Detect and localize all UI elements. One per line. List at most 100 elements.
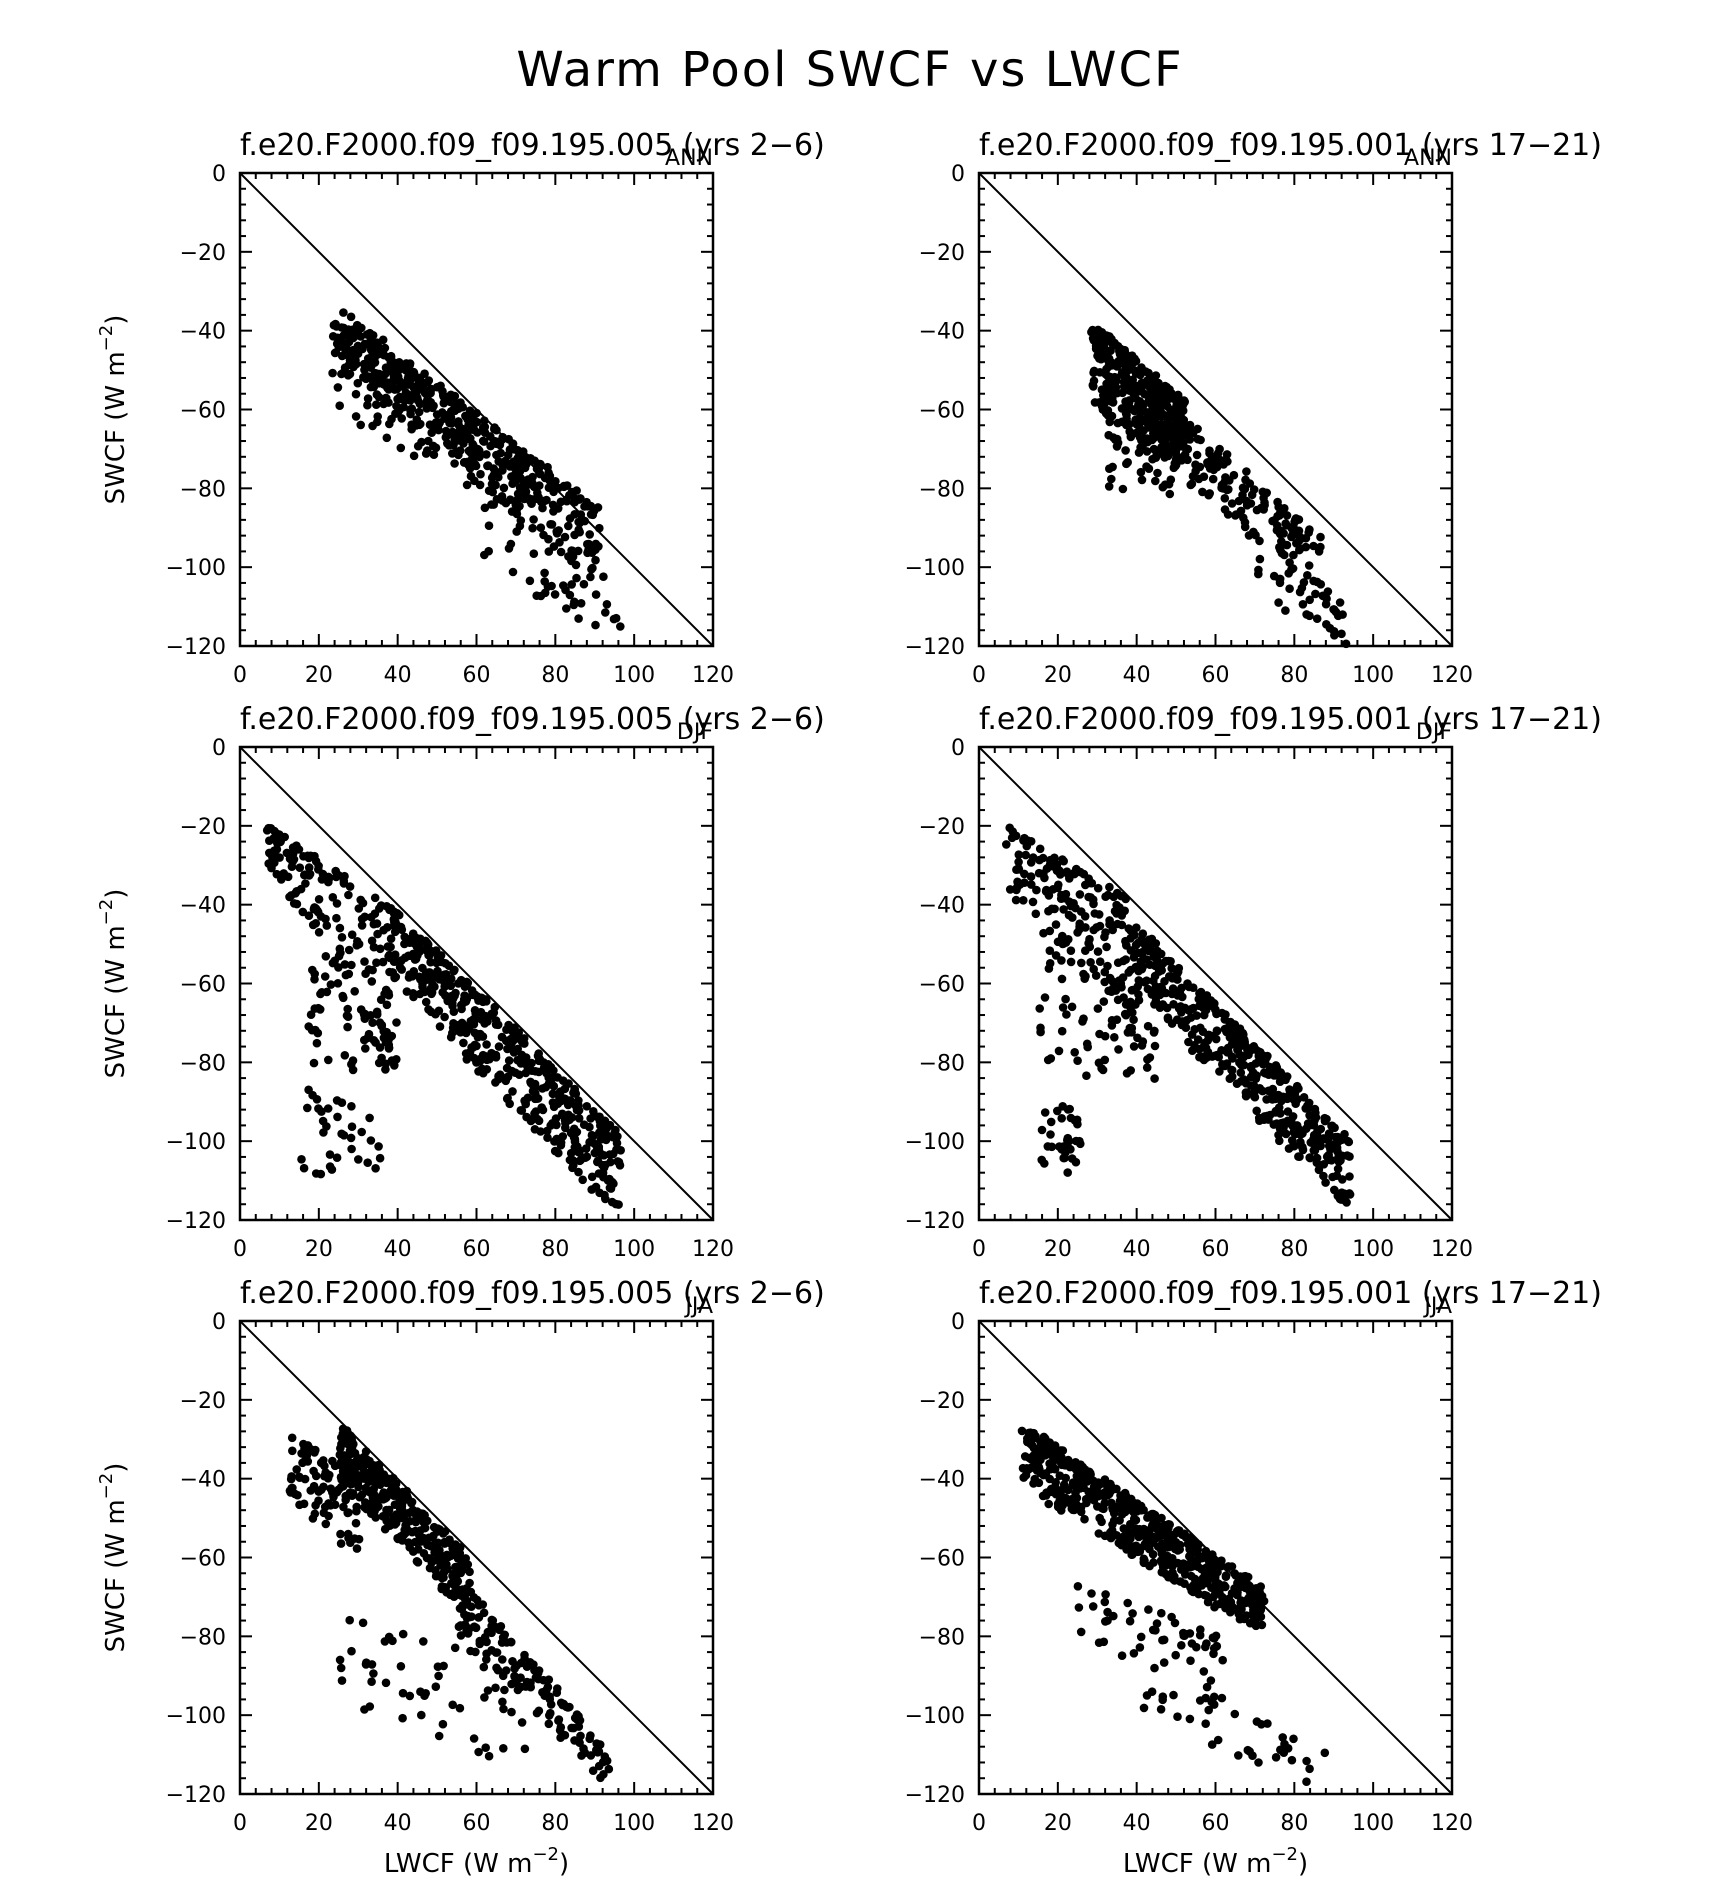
data-point [500, 1685, 509, 1695]
data-point [1311, 589, 1320, 599]
data-point [1157, 1546, 1166, 1555]
data-point [1056, 1506, 1066, 1515]
data-point [354, 939, 364, 949]
data-point [459, 1557, 469, 1566]
data-point [432, 1555, 442, 1565]
data-point [1031, 909, 1041, 919]
data-point [557, 1110, 567, 1120]
data-point [1238, 1036, 1248, 1046]
data-point [1143, 1513, 1152, 1522]
data-point [425, 968, 435, 977]
data-point [574, 614, 583, 623]
data-point [314, 928, 324, 937]
data-point [507, 507, 517, 516]
data-point [335, 944, 345, 954]
data-point [375, 1043, 385, 1052]
data-point [1135, 1643, 1145, 1652]
data-point [1173, 1712, 1182, 1721]
data-point [1124, 364, 1133, 373]
data-point [1284, 569, 1293, 578]
data-point [1275, 1077, 1285, 1086]
data-point [407, 420, 416, 430]
data-point [295, 1500, 304, 1510]
data-point [1067, 1154, 1077, 1163]
data-point [1093, 1478, 1103, 1487]
ticks [239, 746, 714, 1221]
data-point [1167, 389, 1176, 398]
data-point [479, 1662, 489, 1672]
data-point [311, 1169, 321, 1178]
x-tick-label: 60 [463, 1811, 491, 1836]
data-point [360, 957, 369, 966]
data-point [1035, 1004, 1044, 1013]
data-point [1169, 1690, 1178, 1700]
scatter-points [328, 308, 625, 631]
y-axis-title: SWCF (W m−2) [96, 315, 131, 505]
data-point [1184, 1037, 1193, 1047]
data-point [1146, 419, 1155, 429]
data-point [1160, 977, 1169, 986]
data-point [1309, 1140, 1319, 1149]
data-point [1192, 1642, 1201, 1652]
data-point [1116, 891, 1126, 901]
data-point [1063, 1168, 1072, 1177]
data-point [1173, 1558, 1183, 1568]
data-point [508, 1087, 517, 1096]
data-point [1178, 1018, 1188, 1028]
data-point [1201, 1719, 1210, 1728]
data-point [543, 1133, 552, 1142]
data-point [1178, 440, 1188, 449]
data-point [572, 1127, 582, 1137]
y-tick-label: −80 [919, 1625, 965, 1650]
data-point [1071, 1488, 1080, 1498]
data-point [542, 495, 551, 505]
data-point [544, 547, 554, 556]
data-point [341, 970, 351, 980]
x-tick-label: 0 [972, 1811, 986, 1836]
data-point [370, 348, 380, 358]
x-tick-label: 20 [1044, 1811, 1072, 1836]
data-point [297, 1155, 306, 1164]
data-point [498, 1697, 507, 1707]
data-point [1275, 1136, 1284, 1146]
data-point [548, 500, 558, 510]
data-point [455, 1703, 465, 1713]
data-point [1298, 1143, 1307, 1152]
data-point [1129, 1649, 1139, 1658]
data-point [421, 936, 430, 946]
data-point [564, 521, 573, 531]
data-point [350, 987, 360, 996]
data-point [1127, 1023, 1137, 1033]
data-point [1236, 1068, 1246, 1077]
data-point [374, 392, 384, 402]
data-point [419, 1637, 428, 1646]
data-point [491, 480, 500, 490]
data-point [1316, 542, 1325, 552]
data-point [1076, 1502, 1086, 1512]
y-tick-label: −40 [919, 894, 965, 919]
data-point [351, 412, 361, 421]
data-point [350, 1448, 360, 1458]
data-point [384, 1040, 394, 1050]
data-point [376, 995, 386, 1004]
data-point [1002, 840, 1011, 849]
y-tick-label: 0 [212, 1310, 226, 1335]
data-point [344, 890, 353, 900]
season-label: JJA [1422, 1294, 1452, 1319]
data-point [1100, 1597, 1110, 1607]
data-point [1295, 1152, 1304, 1161]
data-point [1165, 1535, 1174, 1545]
data-point [1316, 580, 1326, 589]
data-point [368, 331, 378, 340]
data-point [335, 1450, 345, 1460]
panel-title: f.e20.F2000.f09_f09.195.005 (yrs 2−6) [240, 1276, 825, 1311]
data-point [329, 320, 339, 330]
data-point [1045, 1449, 1055, 1459]
data-point [420, 1691, 429, 1700]
data-point [1060, 1461, 1070, 1470]
data-point [498, 432, 508, 442]
y-tick-label: −100 [905, 556, 965, 581]
data-point [576, 1731, 585, 1741]
data-point [1159, 1635, 1169, 1645]
data-point [439, 971, 448, 980]
